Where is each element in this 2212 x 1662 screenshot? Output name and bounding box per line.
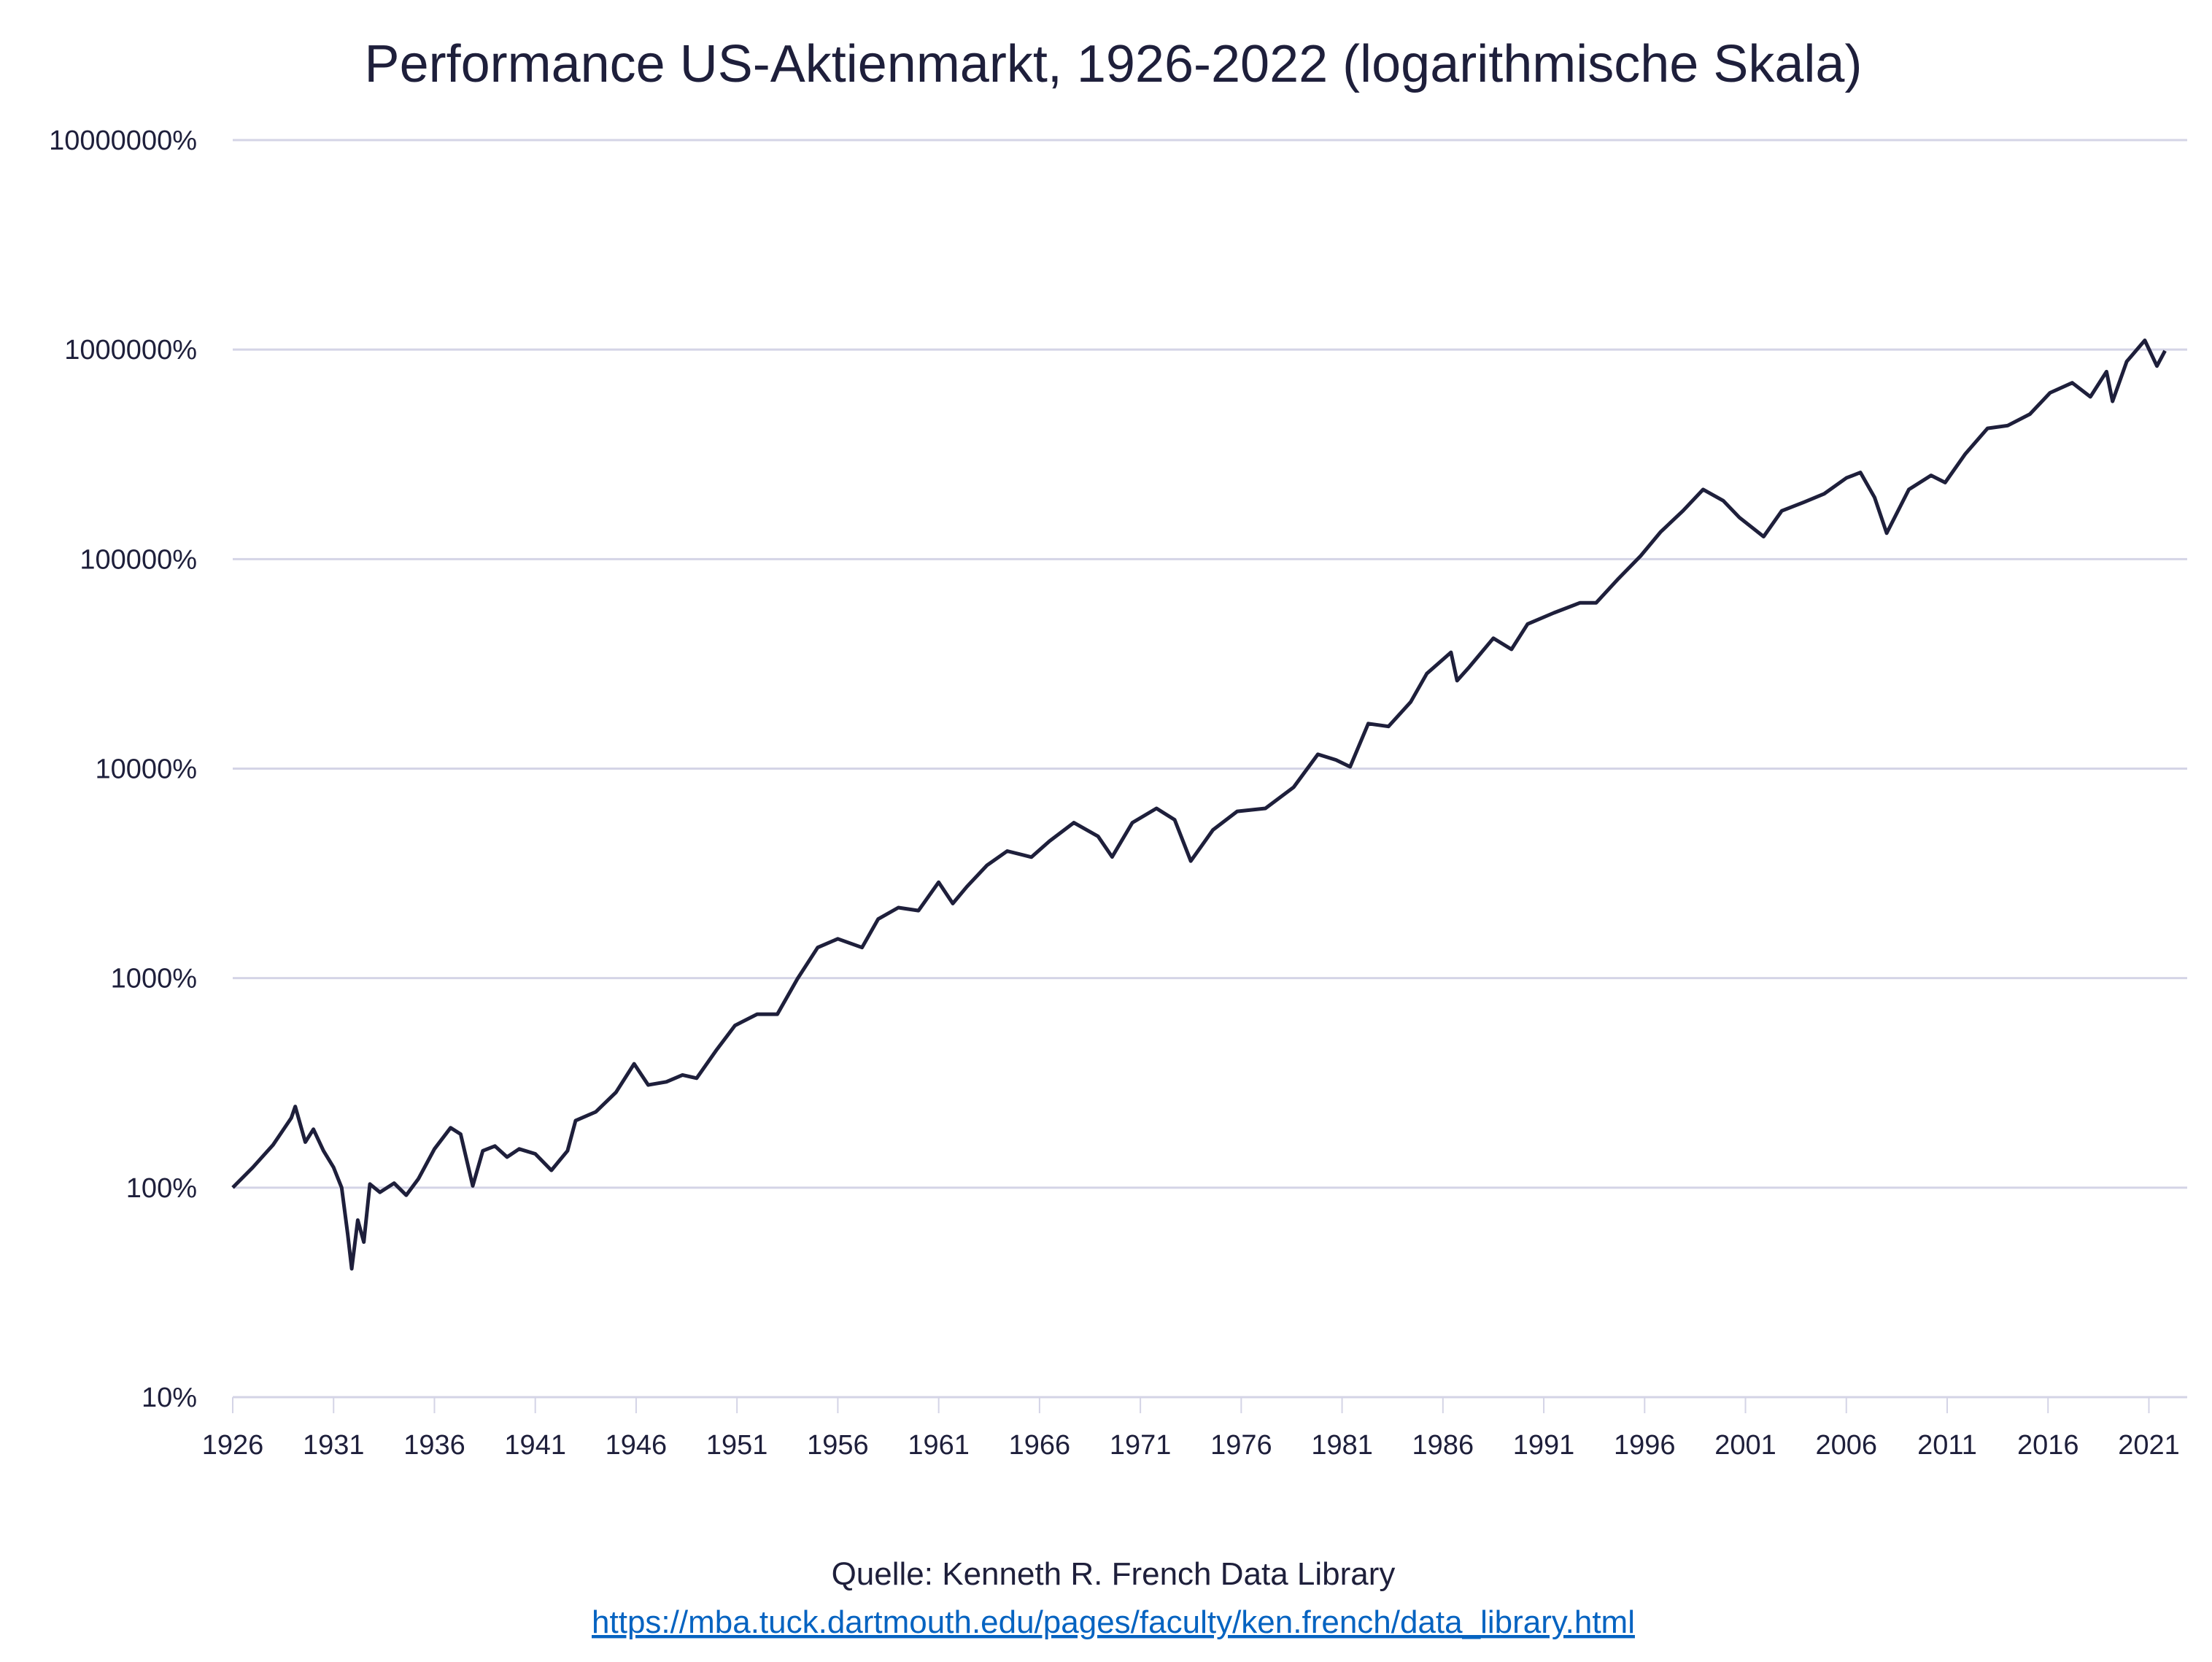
- source-text: Quelle: Kenneth R. French Data Library: [832, 1556, 1396, 1592]
- x-tick-label: 1941: [504, 1430, 566, 1461]
- x-tick-label: 1961: [908, 1430, 970, 1461]
- y-tick-label: 10000%: [96, 754, 197, 785]
- x-tick-label: 2016: [2017, 1430, 2079, 1461]
- x-tick-label: 1936: [403, 1430, 465, 1461]
- y-axis: 10% 100% 1000% 10000% 100000% 1000000% 1000000…: [49, 125, 197, 1413]
- y-tick-label: 100000%: [80, 544, 197, 575]
- x-tick-label: 1926: [202, 1430, 264, 1461]
- y-tick-label: 10000000%: [49, 125, 197, 156]
- source-link[interactable]: https://mba.tuck.dartmouth.edu/pages/fac…: [592, 1604, 1635, 1640]
- x-tick-label: 1956: [807, 1430, 869, 1461]
- x-tick-label: 1976: [1210, 1430, 1272, 1461]
- x-tick-label: 2001: [1714, 1430, 1776, 1461]
- x-tick-label: 2021: [2118, 1430, 2180, 1461]
- x-tick-label: 1991: [1513, 1430, 1575, 1461]
- series-line: [231, 339, 2167, 1271]
- x-tick-label: 1981: [1311, 1430, 1373, 1461]
- x-tick-label: 2006: [1815, 1430, 1877, 1461]
- x-tick-label: 1951: [706, 1430, 768, 1461]
- chart-title: Performance US-Aktienmarkt, 1926-2022 (l…: [365, 35, 1863, 93]
- y-tick-label: 1000%: [111, 964, 197, 994]
- x-tick-label: 1996: [1614, 1430, 1676, 1461]
- x-tick-label: 1931: [303, 1430, 365, 1461]
- x-tick-label: 1971: [1110, 1430, 1172, 1461]
- y-tick-label: 1000000%: [64, 335, 197, 366]
- x-tick-label: 2011: [1917, 1430, 1977, 1461]
- x-axis: 1926 1931 1936 1941 1946 1951 1956 1961 1966 1971…: [202, 1397, 2180, 1461]
- x-tick-label: 1986: [1412, 1430, 1474, 1461]
- x-tick-label: 1966: [1009, 1430, 1071, 1461]
- y-tick-label: 100%: [126, 1173, 197, 1204]
- y-tick-label: 10%: [142, 1383, 197, 1413]
- x-tick-label: 1946: [606, 1430, 668, 1461]
- gridlines: [233, 139, 2187, 1399]
